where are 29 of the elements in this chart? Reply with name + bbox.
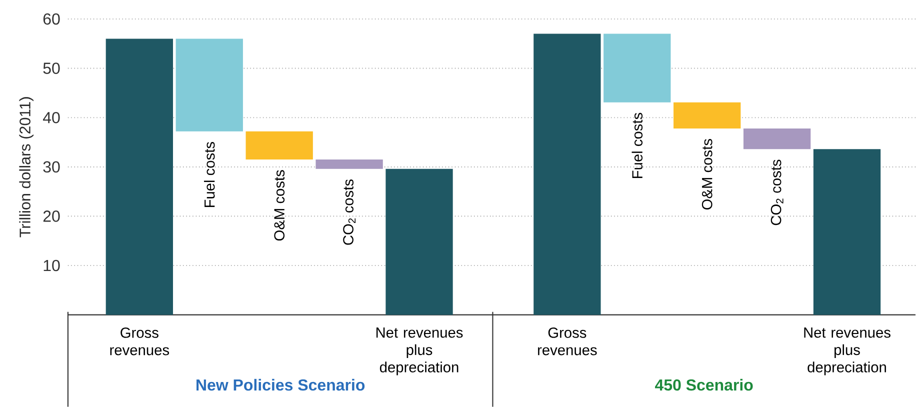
bar bbox=[316, 159, 383, 169]
x-tick-label: Net revenues plus depreciation bbox=[804, 327, 890, 376]
x-tick-label: Fuel costs bbox=[204, 142, 215, 207]
y-tick-label: 50 bbox=[43, 62, 60, 74]
bar bbox=[176, 38, 243, 132]
x-tick-label: Net revenues plus depreciation bbox=[376, 327, 463, 376]
y-tick-label: 20 bbox=[43, 210, 60, 222]
x-tick-label: Gross revenues bbox=[538, 327, 597, 356]
x-tick-label: Gross revenues bbox=[110, 327, 170, 356]
text: New Policies Scenario bbox=[196, 378, 365, 390]
y-axis-title: Trillion dollars (2011) bbox=[19, 97, 34, 238]
y-tick-label: 10 bbox=[44, 260, 60, 272]
text: 450 Scenario bbox=[655, 378, 753, 390]
x-tick-label: CO$_{2}$ costs bbox=[770, 160, 784, 225]
x-tick-label: O&M costs bbox=[274, 170, 285, 240]
bar bbox=[386, 168, 453, 315]
y-tick-label: 30 bbox=[43, 161, 60, 172]
bar bbox=[246, 131, 313, 160]
bar bbox=[106, 38, 173, 315]
x-tick-label: CO$_{2}$ costs bbox=[343, 179, 356, 245]
bar bbox=[674, 102, 741, 128]
x-tick-label: Fuel costs bbox=[632, 112, 643, 178]
bar bbox=[534, 34, 601, 315]
bar bbox=[743, 128, 811, 150]
bar bbox=[604, 34, 671, 102]
x-tick-label: O&M costs bbox=[702, 138, 712, 210]
y-tick-label: 40 bbox=[43, 112, 60, 124]
bar bbox=[813, 149, 881, 315]
y-tick-label: 60 bbox=[43, 13, 60, 24]
